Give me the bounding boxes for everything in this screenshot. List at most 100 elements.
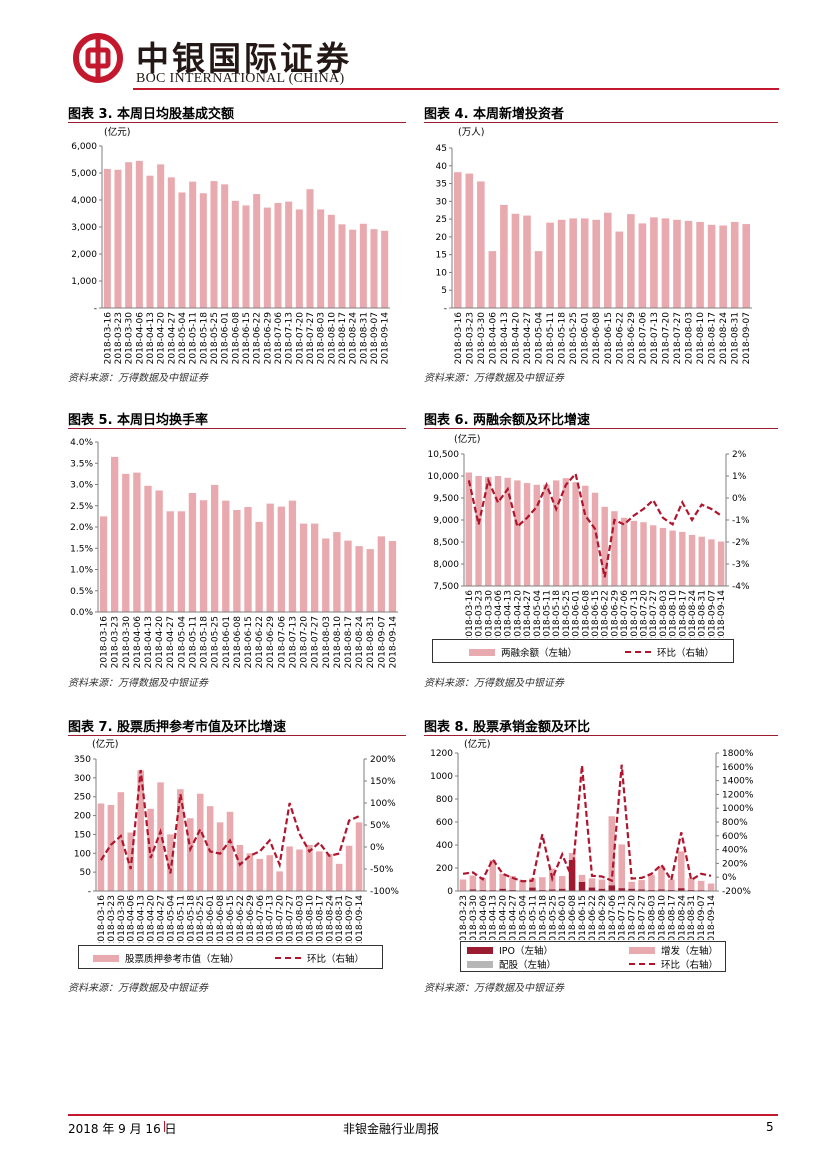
- bar-seo: [479, 878, 487, 890]
- bar: [355, 546, 363, 612]
- bar-seo: [578, 874, 586, 882]
- boc-logo-icon: [73, 33, 123, 83]
- bar: [177, 789, 184, 891]
- bar: [221, 184, 229, 308]
- x-tick-label: 2018-08-31: [698, 590, 708, 638]
- chart-title-5: 图表 5. 本周日均换手率: [68, 413, 209, 428]
- chart-svg: (亿元) - 1,000 2,000 3,000 4,000 5,000 6,000 2018-…: [71, 126, 390, 364]
- x-tick-label: 2018-09-14: [388, 616, 398, 669]
- series-line: [462, 764, 712, 883]
- x-tick-label: 2018-05-18: [538, 895, 548, 940]
- bar-ipo: [529, 887, 536, 891]
- bar-seo: [499, 873, 506, 889]
- x-tick-label: 2018-08-31: [731, 312, 741, 364]
- x-tick-label: 2018-04-13: [137, 895, 147, 943]
- y-tick-label-right: 0%: [732, 494, 747, 504]
- y-tick-label-right: 600%: [722, 832, 748, 842]
- bar: [388, 541, 397, 612]
- x-tick-label: 2018-06-22: [615, 312, 625, 364]
- x-tick-label: 2018-08-03: [317, 312, 327, 364]
- bar: [266, 855, 273, 891]
- x-tick-label: 2018-09-14: [717, 590, 727, 638]
- bar-seo: [687, 878, 695, 890]
- bar: [255, 521, 263, 612]
- x-tick-label: 2018-07-20: [662, 312, 672, 364]
- legend-swatch: [93, 954, 119, 962]
- x-tick-label: 2018-05-18: [200, 616, 210, 669]
- x-tick-label: 2018-04-20: [513, 590, 523, 638]
- axis-unit-label: (亿元): [92, 738, 118, 750]
- chart-panel-8: (亿元) 0 200 400 600 800 1000 1200 -200% 0% 200% 400%…: [424, 737, 778, 940]
- x-tick-label: 2018-04-20: [512, 312, 522, 364]
- bar: [122, 473, 130, 612]
- bar: [199, 193, 207, 308]
- bar: [177, 511, 185, 612]
- bar: [500, 204, 508, 308]
- bar: [511, 213, 520, 308]
- legend-swatch: [275, 957, 301, 959]
- bar-seo: [568, 853, 576, 860]
- bar-seo: [707, 883, 715, 891]
- y-tick-label-right: -50%: [370, 865, 394, 875]
- bar: [349, 229, 357, 308]
- chart-svg: (亿元) 0 200 400 600 800 1000 1200 -200% 0% 200% 400%…: [430, 738, 754, 940]
- y-tick-label: 1000: [430, 772, 453, 782]
- bar-ipo: [539, 889, 546, 891]
- bar: [580, 218, 589, 308]
- x-tick-label: 2018-03-23: [465, 312, 475, 364]
- bar-ipo: [608, 885, 616, 891]
- bar: [719, 225, 727, 308]
- x-tick-label: 2018-07-27: [286, 895, 296, 943]
- y-tick-label: 30: [436, 197, 448, 207]
- bar-ipo: [638, 889, 645, 891]
- x-tick-label: 2018-08-24: [349, 312, 359, 364]
- bar-ipo: [658, 889, 665, 891]
- bar: [707, 224, 716, 308]
- x-tick-label: 2018-04-27: [523, 590, 533, 638]
- x-tick-label: 2018-05-25: [210, 312, 220, 364]
- bar: [569, 218, 577, 308]
- bar: [253, 194, 261, 308]
- x-tick-label: 2018-05-04: [177, 616, 187, 669]
- x-tick-label: 2018-06-22: [236, 895, 246, 943]
- y-tick-label: 20: [436, 233, 448, 243]
- bar: [546, 222, 554, 308]
- x-tick-label: 2018-08-31: [687, 895, 697, 940]
- bar: [514, 480, 521, 586]
- bar: [684, 220, 693, 308]
- bar: [277, 506, 285, 612]
- bar: [533, 484, 540, 586]
- x-tick-label: 2018-08-17: [708, 312, 718, 364]
- y-tick-label-right: 0%: [722, 873, 737, 883]
- y-tick-label-right: -3%: [732, 560, 750, 570]
- chart-panel-3: (亿元) - 1,000 2,000 3,000 4,000 5,000 6,000 2018-…: [68, 124, 406, 364]
- chart-title-3: 图表 3. 本周日均股基成交额: [68, 107, 235, 122]
- y-tick-label: 800: [436, 795, 453, 805]
- y-tick-label: 8,500: [433, 538, 459, 548]
- bar: [167, 177, 175, 308]
- x-tick-label: 2018-04-20: [157, 312, 167, 364]
- bar: [155, 490, 163, 612]
- x-tick-label: 2018-08-10: [696, 312, 706, 364]
- y-tick-label: 8,000: [433, 560, 459, 570]
- x-tick-label: 2018-05-25: [569, 312, 579, 364]
- x-tick-label: 2018-03-30: [117, 895, 127, 943]
- y-tick-label: -: [88, 887, 91, 897]
- bar: [99, 516, 108, 612]
- bar: [534, 251, 543, 308]
- y-tick-label-right: -1%: [732, 516, 750, 526]
- x-tick-label: 2018-08-10: [333, 616, 343, 669]
- bar: [630, 520, 638, 586]
- y-tick-label-right: 800%: [722, 818, 748, 828]
- bar: [114, 169, 122, 308]
- chart-svg: (亿元) - 50 100 150 200 250 300 350 -100% -50% 0% 50% 1…: [74, 738, 400, 943]
- bar-ipo: [548, 889, 556, 891]
- x-tick-label: 2018-06-01: [558, 895, 568, 940]
- chart-7-legend: 股票质押参考市值（左轴） 环比（右轴）: [78, 945, 383, 969]
- bar-seo: [648, 874, 655, 890]
- y-tick-label: 350: [74, 755, 91, 765]
- legend-swatch: [629, 963, 655, 965]
- x-tick-label: 2018-03-23: [114, 312, 124, 364]
- x-tick-label: 2018-08-31: [366, 616, 376, 668]
- chart-title-4: 图表 4. 本周新增投资者: [424, 107, 565, 122]
